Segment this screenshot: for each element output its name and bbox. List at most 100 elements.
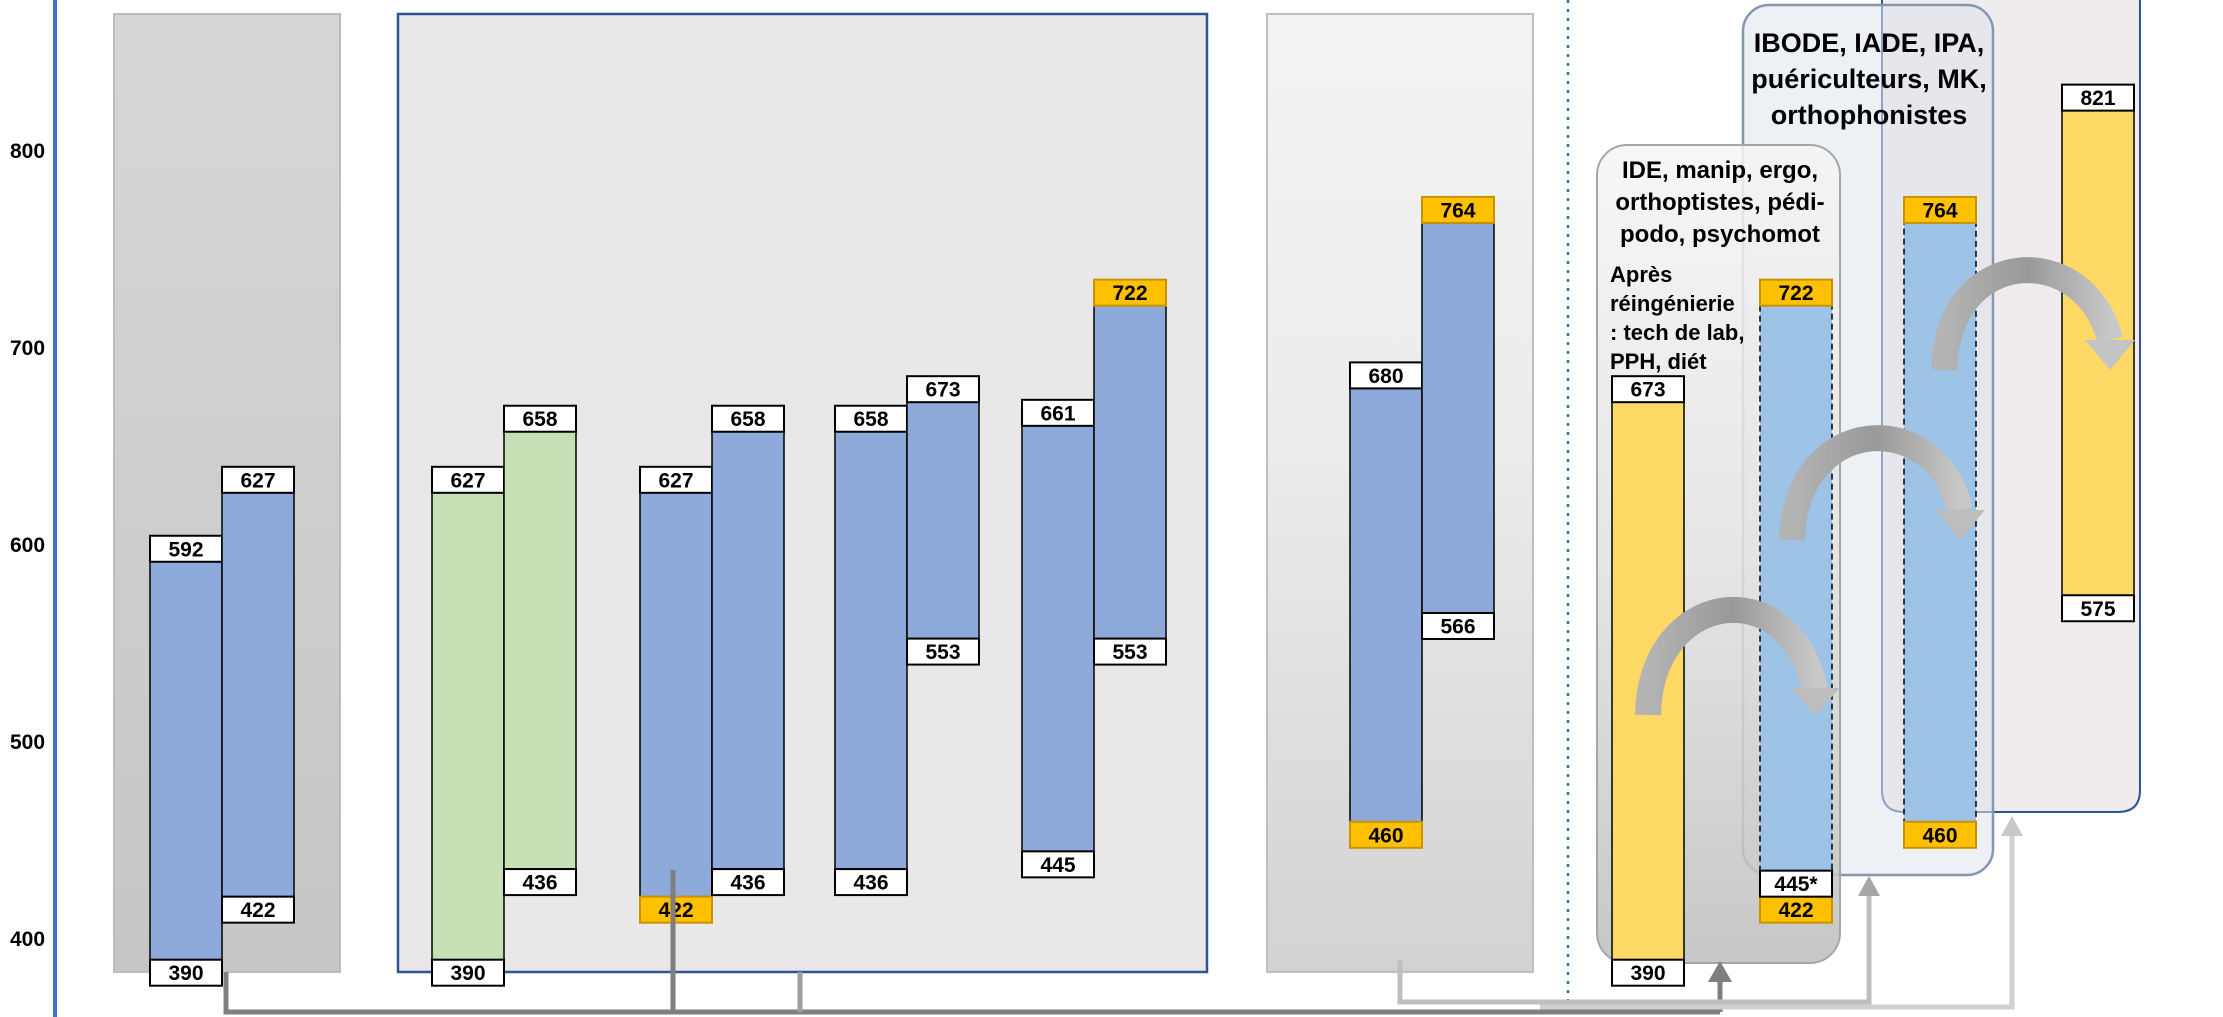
- bar-low-label: 460: [1368, 824, 1403, 847]
- ide-note-line: Après: [1610, 262, 1672, 287]
- bar-high-label-box: [221, 465, 295, 494]
- connector-light: [1397, 890, 1872, 1005]
- bar-low-label-box: [149, 958, 223, 987]
- ide-note-line: réingénierie: [1610, 291, 1735, 316]
- curved-arrow-icon: [1779, 425, 1973, 541]
- bar-low-label-box: [431, 958, 505, 987]
- bar-high-label: 821: [2080, 87, 2115, 110]
- y-tick-label: 600: [10, 534, 45, 557]
- bar-high-label: 722: [1112, 282, 1147, 305]
- bar-high-label: 627: [658, 469, 693, 492]
- ide-note-line: PPH, diét: [1610, 349, 1707, 374]
- bar-low-label: 436: [730, 872, 765, 895]
- bar-high-label-box: [906, 375, 980, 404]
- bar-high-label-box: [1093, 278, 1167, 307]
- bar-low-label-box: [2061, 594, 2135, 623]
- bar-low-label-box: [221, 895, 295, 924]
- bar-high-label-box: [431, 465, 505, 494]
- bar-high-label-box: [834, 404, 908, 433]
- bar-high-label: 764: [1440, 199, 1475, 222]
- curved-arrow-icon: [1931, 257, 2123, 371]
- arrowhead-icon: [2085, 340, 2135, 370]
- bar-low-label: 390: [168, 962, 203, 985]
- bar-low-label-box: [906, 637, 980, 666]
- y-tick-label: 400: [10, 928, 45, 951]
- bar-high-label: 658: [522, 408, 557, 431]
- bar-high-label: 627: [240, 469, 275, 492]
- bar-low-label-box: [1903, 820, 1977, 849]
- bar-high-label: 722: [1778, 282, 1813, 305]
- bar-high-label: 658: [730, 408, 765, 431]
- bar-low-label-box: [1611, 958, 1685, 987]
- bar-low-label: 436: [522, 872, 557, 895]
- transition-arrows: [1635, 257, 2135, 716]
- range-bar-p3b: [711, 430, 785, 870]
- ide-note-line: : tech de lab,: [1610, 320, 1744, 345]
- bar-low-label: 445: [1040, 854, 1075, 877]
- bottom-connectors: [223, 816, 2023, 1015]
- bar-low-label: 436: [853, 872, 888, 895]
- range-bar-p6b: [1421, 222, 1495, 614]
- y-axis: 400 500 600 700 800: [10, 140, 45, 951]
- bar-low-label: 422: [240, 899, 275, 922]
- bar-low-label: 575: [2080, 598, 2115, 621]
- bar-low-label: 422: [658, 899, 693, 922]
- bar-low-label-box: [1021, 850, 1095, 879]
- arrowhead-icon: [1790, 688, 1840, 715]
- bar-high-label-box: [149, 534, 223, 563]
- bar-extra-label-box: [1759, 869, 1833, 898]
- range-bar-p4a: [834, 430, 908, 870]
- ibode-title-line: puériculteurs, MK,: [1751, 64, 1987, 94]
- curved-arrow-icon: [1635, 596, 1828, 716]
- range-bar-p2b: [503, 430, 577, 870]
- arrowhead-icon: [1935, 510, 1985, 540]
- bar-high-label: 661: [1040, 402, 1075, 425]
- ibode-title-line: orthophonistes: [1771, 100, 1968, 130]
- bar-high-label: 627: [450, 469, 485, 492]
- bar-low-label: 390: [1630, 962, 1665, 985]
- bar-high-label: 764: [1922, 199, 1957, 222]
- range-bar-p7b: [1759, 304, 1833, 898]
- bar-low-label: 390: [450, 962, 485, 985]
- ide-title-line: IDE, manip, ergo,: [1622, 157, 1818, 184]
- range-bar-p1a: [149, 561, 223, 961]
- bar-high-label-box: [1759, 278, 1833, 307]
- bar-low-label: 553: [1112, 641, 1147, 664]
- connector-light: [1540, 830, 2015, 1010]
- y-tick-label: 700: [10, 337, 45, 360]
- bar-high-label-box: [1611, 375, 1685, 404]
- range-bar-p5b: [1093, 304, 1167, 640]
- bar-high-label-box: [2061, 83, 2135, 112]
- bar-low-label: 553: [925, 641, 960, 664]
- bar-high-label: 673: [925, 379, 960, 402]
- range-bar-p2a: [431, 492, 505, 961]
- bar-high-label: 658: [853, 408, 888, 431]
- bar-high-label: 673: [1630, 379, 1665, 402]
- bar-high-label-box: [1421, 195, 1495, 224]
- range-bar-p5a: [1021, 425, 1095, 853]
- bar-low-label: 460: [1922, 824, 1957, 847]
- range-bar-p6a: [1349, 387, 1423, 823]
- ide-title-line: orthoptistes, pédi-: [1615, 189, 1824, 216]
- y-tick-label: 800: [10, 140, 45, 163]
- bar-low-label-box: [1421, 611, 1495, 640]
- bar-low-label-box: [1349, 820, 1423, 849]
- ibode-title-line: IBODE, IADE, IPA,: [1754, 28, 1985, 58]
- range-bar-p4b: [906, 401, 980, 640]
- connector-dark: [223, 972, 1720, 1015]
- bar-high-label-box: [503, 404, 577, 433]
- y-tick-label: 500: [10, 731, 45, 754]
- bar-extra-label: 445*: [1774, 873, 1818, 896]
- range-bar-p1b: [221, 492, 295, 898]
- bar-high-label: 680: [1368, 365, 1403, 388]
- bar-low-label-box: [503, 868, 577, 897]
- bar-low-label-box: [834, 868, 908, 897]
- bar-low-label-box: [639, 895, 713, 924]
- arrowhead-up-icon: [1708, 961, 1732, 982]
- bar-low-label-box: [1093, 637, 1167, 666]
- bar-high-label-box: [1903, 195, 1977, 224]
- arrowhead-up-icon: [1858, 876, 1880, 896]
- bar-low-label: 422: [1778, 899, 1813, 922]
- arrowhead-up-icon: [2001, 816, 2023, 836]
